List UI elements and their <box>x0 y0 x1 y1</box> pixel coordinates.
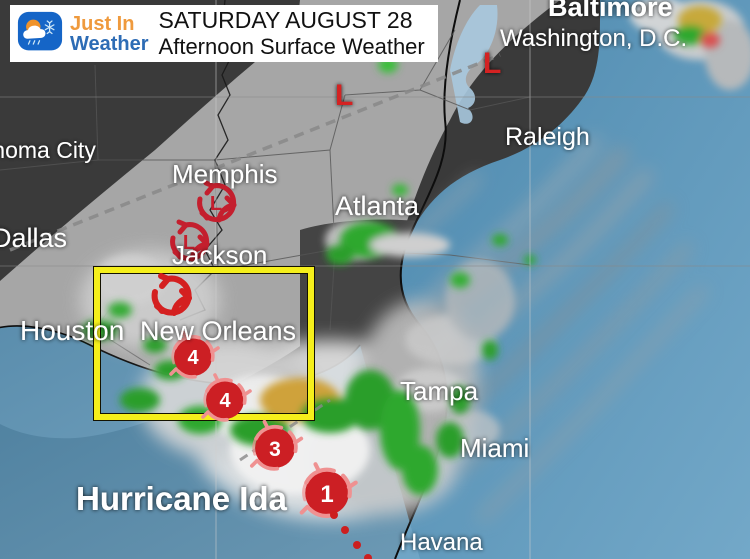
svg-text:4: 4 <box>187 347 199 369</box>
svg-text:Memphis: Memphis <box>172 159 277 189</box>
svg-text:4: 4 <box>219 390 231 412</box>
svg-text:Houston: Houston <box>20 315 124 346</box>
svg-text:Washington, D.C.: Washington, D.C. <box>500 25 687 52</box>
svg-text:Baltimore: Baltimore <box>548 0 673 22</box>
svg-text:Atlanta: Atlanta <box>335 191 420 221</box>
svg-text:Oklahoma City: Oklahoma City <box>0 137 96 163</box>
svg-text:Jackson: Jackson <box>172 240 267 270</box>
svg-text:Havana: Havana <box>400 529 483 556</box>
svg-text:Dallas: Dallas <box>0 223 67 253</box>
svg-text:Hurricane Ida: Hurricane Ida <box>76 480 288 517</box>
svg-text:Tampa: Tampa <box>400 376 479 406</box>
svg-text:New Orleans: New Orleans <box>140 316 296 346</box>
svg-text:Miami: Miami <box>460 433 529 463</box>
svg-text:L: L <box>335 79 353 112</box>
svg-text:L: L <box>483 47 501 80</box>
svg-text:Raleigh: Raleigh <box>505 123 590 151</box>
svg-text:1: 1 <box>320 481 333 508</box>
svg-text:3: 3 <box>269 438 281 461</box>
